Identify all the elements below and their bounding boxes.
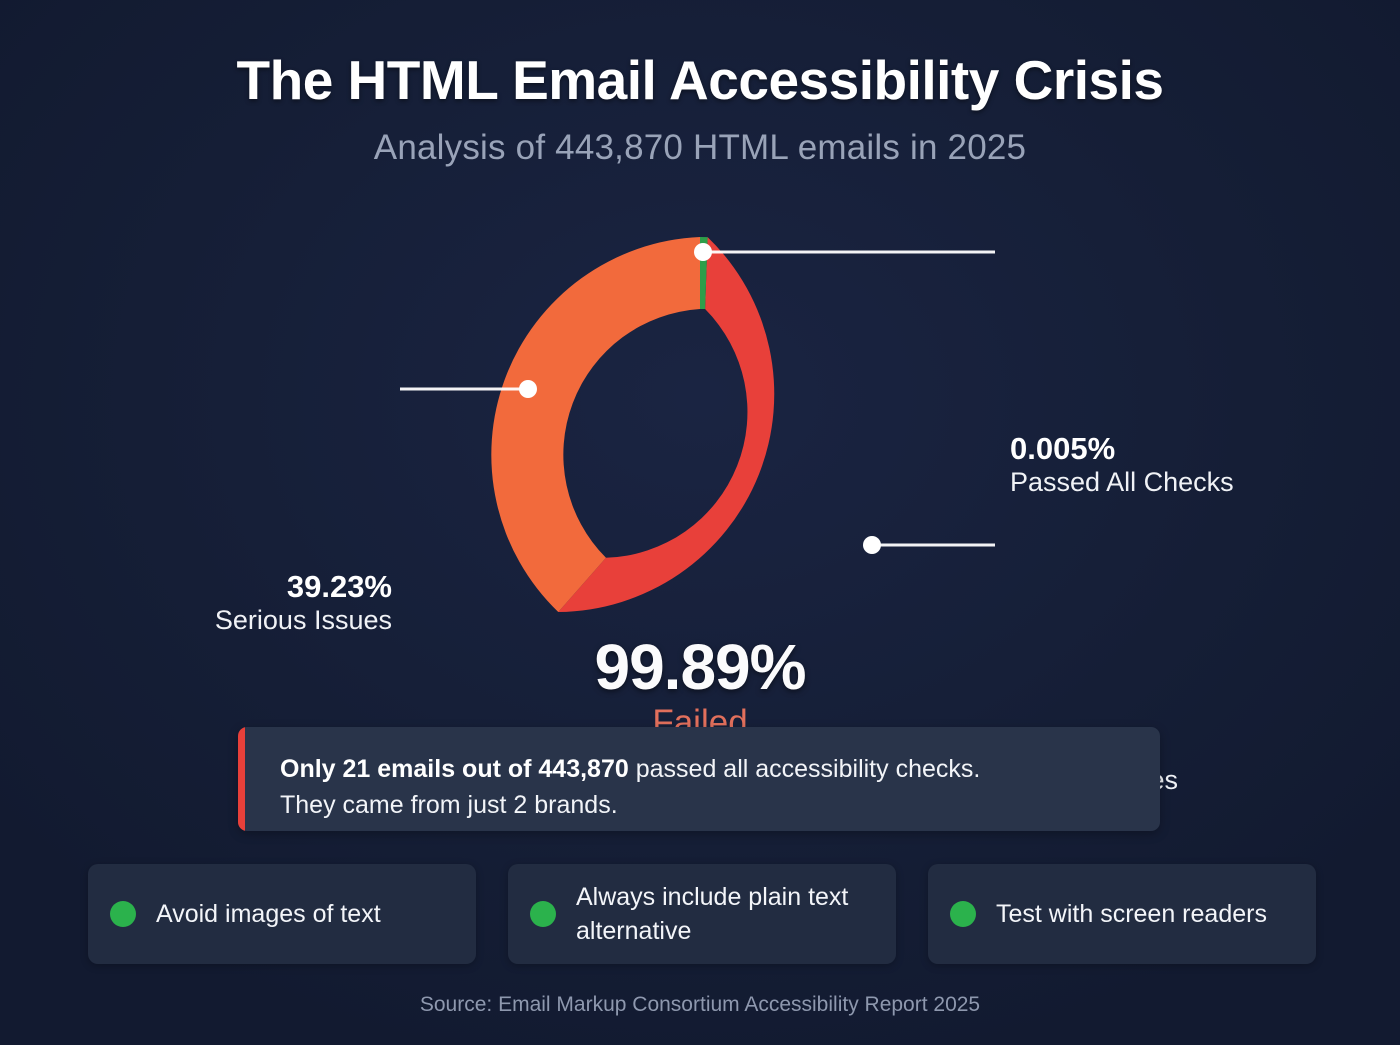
- leader-dot-critical: [863, 536, 881, 554]
- highlight-note: Only 21 emails out of 443,870 passed all…: [238, 727, 1160, 831]
- bullet-dot-icon: [950, 901, 976, 927]
- source-footer: Source: Email Markup Consortium Accessib…: [419, 993, 981, 1016]
- donut-segment-critical[interactable]: [558, 237, 775, 612]
- donut-segments: [491, 236, 775, 612]
- page-title: The HTML Email Accessibility Crisis: [236, 49, 1164, 111]
- donut-chart: 99.89% Failed 0.005% Passed All Checks 6…: [0, 218, 1400, 795]
- leader-dot-serious: [519, 380, 537, 398]
- page-subtitle: Analysis of 443,870 HTML emails in 2025: [373, 128, 1027, 167]
- leader-dot-passed: [694, 243, 712, 261]
- tip-cards: Avoid images of text Always include plai…: [88, 864, 1316, 964]
- callout-serious-percent: 39.23%: [286, 569, 392, 604]
- callout-passed-caption: Passed All Checks: [1010, 466, 1234, 497]
- note-text: Only 21 emails out of 443,870 passed all…: [280, 752, 1136, 823]
- header: The HTML Email Accessibility Crisis Anal…: [0, 0, 1400, 168]
- callout-serious-issues: 39.23% Serious Issues: [0, 569, 392, 637]
- tip-card-1[interactable]: Avoid images of text: [88, 864, 476, 964]
- donut-chart-svg: [400, 236, 995, 612]
- donut-center-value: 99.89%: [594, 631, 806, 703]
- note-accent-bar: [238, 727, 245, 831]
- tip-card-2-text: Always include plain text alternative: [576, 883, 849, 945]
- note-rest-line1: passed all accessibility checks.: [628, 755, 981, 783]
- leader-lines: [400, 250, 995, 547]
- bullet-dot-icon: [110, 901, 136, 927]
- note-line2: They came from just 2 brands.: [280, 790, 618, 819]
- tip-card-1-text: Avoid images of text: [156, 900, 381, 928]
- tip-card-2[interactable]: Always include plain text alternative: [508, 864, 896, 964]
- tip-card-3-text: Test with screen readers: [996, 900, 1267, 928]
- callout-passed-percent: 0.005%: [1010, 431, 1116, 466]
- bullet-dot-icon: [530, 901, 556, 927]
- callout-passed-all-checks: 0.005% Passed All Checks: [1010, 431, 1234, 499]
- note-bold-lead: Only 21 emails out of 443,870: [280, 755, 629, 783]
- leader-dots: [519, 243, 881, 554]
- donut-segment-serious[interactable]: [491, 237, 700, 612]
- tip-card-3[interactable]: Test with screen readers: [928, 864, 1316, 964]
- callout-serious-caption: Serious Issues: [214, 604, 392, 635]
